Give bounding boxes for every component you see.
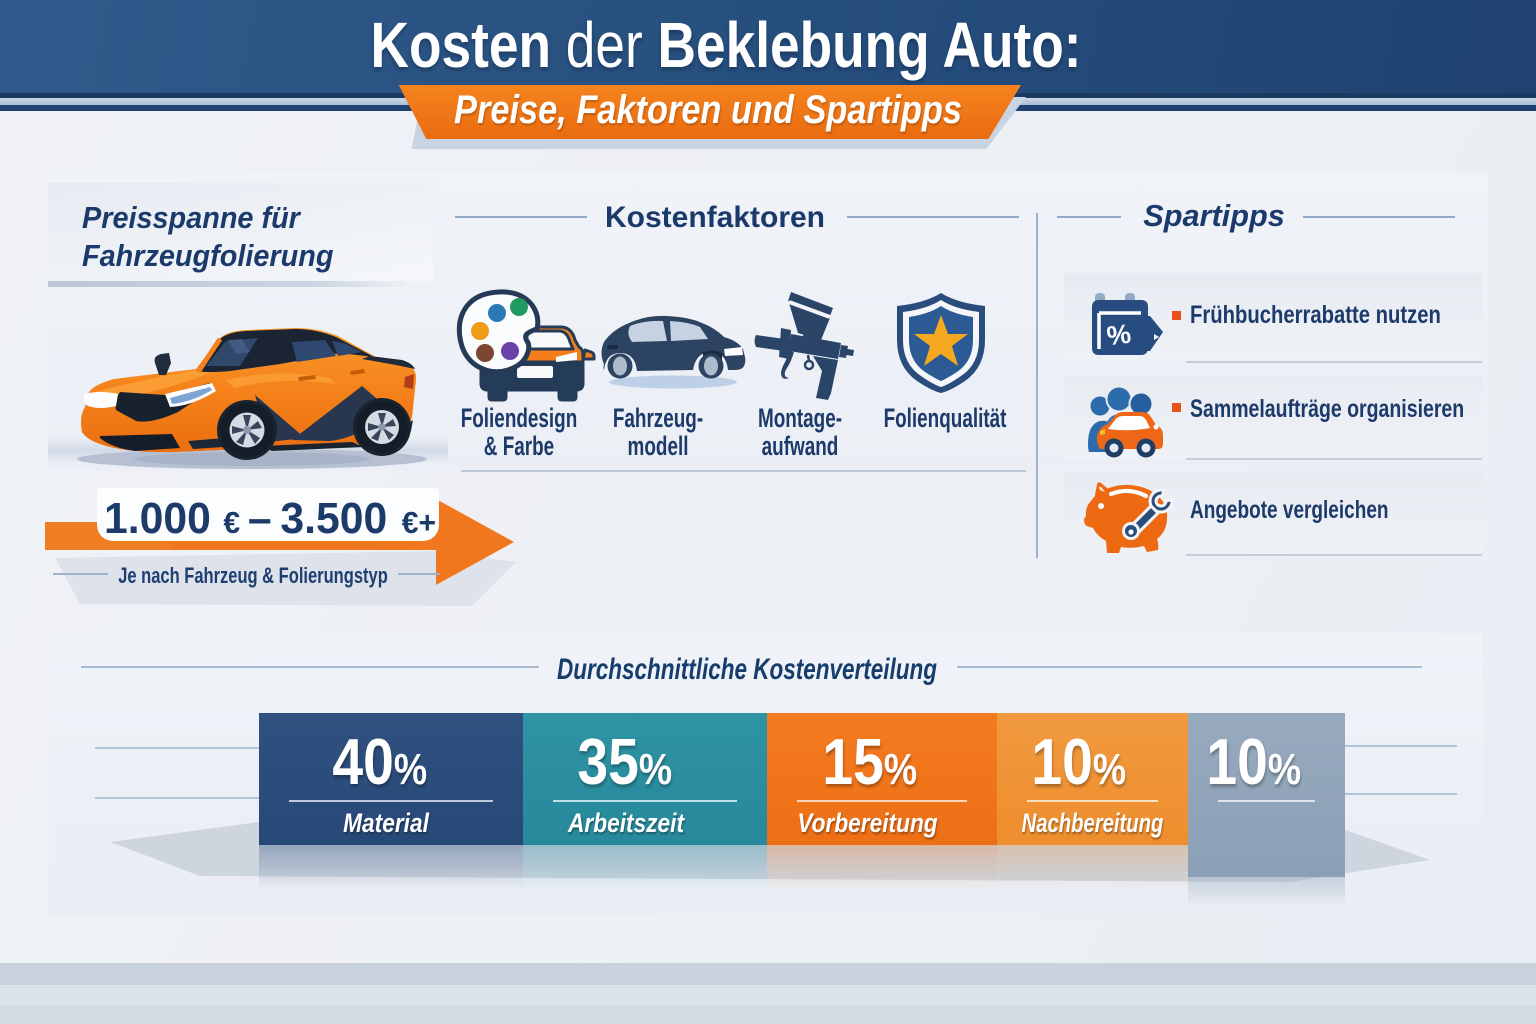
- svg-text:%: %: [1105, 319, 1132, 352]
